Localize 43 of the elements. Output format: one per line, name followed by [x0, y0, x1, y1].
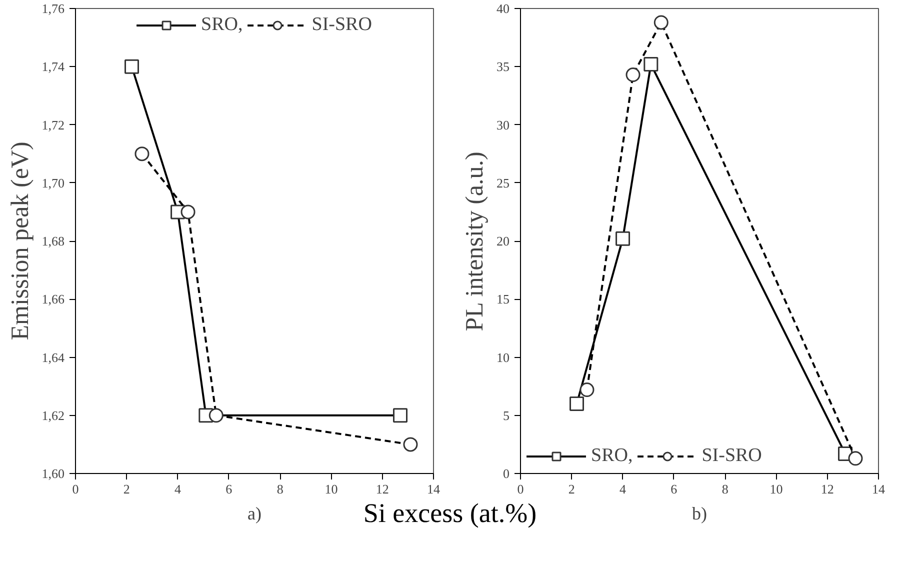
y-tick-label: 1,60 — [42, 466, 64, 481]
x-tick-label: 8 — [722, 482, 728, 496]
y-tick-label: 40 — [496, 1, 510, 16]
y-tick-label: 30 — [496, 117, 510, 132]
y-tick-label: 0 — [503, 466, 510, 481]
y-tick-label: 1,62 — [42, 408, 64, 423]
legend-label: SI-SRO — [312, 14, 372, 36]
x-tick-label: 0 — [517, 482, 524, 496]
y-tick-label: 20 — [496, 234, 510, 248]
x-tick-label: 6 — [226, 482, 233, 496]
y-tick-label: 1,68 — [42, 234, 64, 248]
x-tick-label: 2 — [568, 482, 575, 496]
x-axis-title: Si excess (at.%) — [363, 498, 537, 528]
x-tick-label: 8 — [276, 482, 284, 496]
legend-label: SRO, — [201, 14, 243, 36]
x-tick-label: 12 — [820, 482, 834, 496]
y-tick-label: 1,64 — [42, 350, 65, 365]
y-tick-label: 35 — [496, 59, 510, 74]
x-tick-label: 6 — [670, 482, 678, 496]
x-tick-label: 4 — [174, 482, 182, 496]
y-tick-label: 15 — [496, 292, 510, 307]
text: a) — [248, 504, 262, 524]
y-tick-label: 25 — [496, 175, 510, 190]
legend-label: SRO, — [591, 445, 633, 467]
y-tick-label: 1,74 — [42, 59, 65, 74]
x-tick-label: 0 — [72, 482, 79, 496]
x-tick-label: 2 — [123, 482, 130, 496]
x-tick-label: 14 — [872, 482, 886, 496]
x-tick-label: 14 — [427, 482, 440, 496]
x-tick-label: 12 — [376, 482, 389, 496]
y-axis-title: Emission peak (eV) — [6, 142, 34, 340]
y-tick-label: 1,72 — [42, 117, 64, 132]
y-tick-label: 1,76 — [42, 1, 65, 16]
y-tick-label: 5 — [503, 408, 510, 423]
y-axis-title: PL intensity (a.u.) — [462, 152, 488, 332]
y-tick-label: 1,70 — [42, 175, 64, 190]
y-tick-label: 1,66 — [42, 292, 65, 307]
y-tick-label: 10 — [496, 350, 510, 365]
x-tick-label: 10 — [770, 482, 783, 496]
x-tick-label: 4 — [620, 482, 627, 496]
x-tick-label: 10 — [324, 482, 338, 496]
text: b) — [692, 504, 708, 524]
legend-label: SI-SRO — [702, 445, 762, 467]
